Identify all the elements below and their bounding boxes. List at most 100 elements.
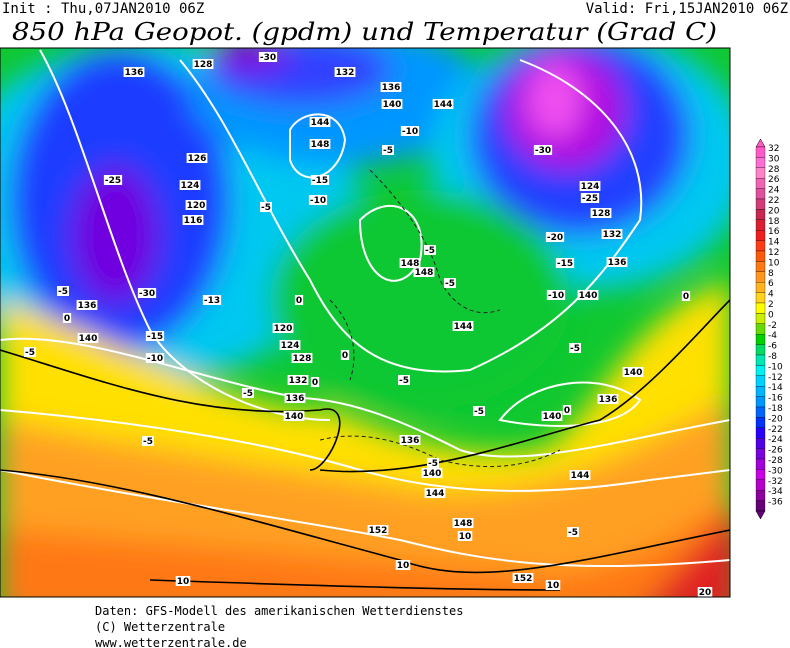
map: 136 128 -30 132 136 140 144 144 148 -10 -5 -15 -10 -3… bbox=[0, 48, 730, 597]
legend-swatch bbox=[755, 302, 766, 314]
label-bg bbox=[382, 145, 394, 155]
contour-label: -15 bbox=[557, 259, 573, 269]
label-bg bbox=[284, 393, 306, 403]
footer-line: www.wetterzentrale.de bbox=[95, 636, 247, 648]
legend-label: 28 bbox=[768, 165, 780, 175]
label-bg bbox=[182, 215, 204, 225]
label-bg bbox=[310, 175, 330, 185]
contour-label: 140 bbox=[383, 100, 402, 110]
contour-label: 148 bbox=[311, 140, 330, 150]
valid-time: Valid: Fri,15JAN2010 06Z bbox=[586, 1, 788, 17]
contour-label: 140 bbox=[285, 412, 304, 422]
contour-label: 140 bbox=[79, 334, 98, 344]
contour-label: 120 bbox=[274, 324, 293, 334]
legend-label: -20 bbox=[768, 414, 783, 424]
coastlines bbox=[319, 169, 561, 468]
label-bg bbox=[123, 67, 145, 77]
label-bg bbox=[62, 313, 72, 323]
label-bg bbox=[452, 518, 474, 528]
label-bg bbox=[381, 99, 403, 109]
legend-arrow bbox=[755, 510, 766, 520]
label-bg bbox=[24, 347, 36, 357]
contour-label: -30 bbox=[139, 289, 155, 299]
contour-labels: 136 128 -30 132 136 140 144 144 148 -10 -5 -15 -10 -3… bbox=[24, 52, 713, 597]
legend-swatch bbox=[755, 396, 766, 408]
legend-swatch bbox=[755, 230, 766, 241]
contour-label: 10 bbox=[397, 561, 410, 571]
label-bg bbox=[340, 350, 350, 360]
label-bg bbox=[310, 377, 320, 387]
label-bg bbox=[137, 288, 157, 298]
contour-label: -15 bbox=[312, 176, 328, 186]
label-bg bbox=[545, 232, 565, 242]
legend-swatch bbox=[755, 178, 766, 189]
legend-swatch bbox=[755, 427, 766, 439]
legend-swatch bbox=[755, 334, 766, 345]
label-bg bbox=[541, 411, 563, 421]
legend-label: -26 bbox=[768, 446, 783, 456]
legend-label: 14 bbox=[768, 238, 780, 248]
label-bg bbox=[57, 286, 69, 296]
contour-label: 128 bbox=[194, 60, 213, 70]
contour-label: -5 bbox=[243, 389, 253, 399]
label-bg bbox=[399, 435, 421, 445]
legend-label: 32 bbox=[768, 144, 779, 154]
label-bg bbox=[242, 388, 254, 398]
contour-label: -10 bbox=[147, 354, 163, 364]
legend-swatch bbox=[755, 146, 766, 158]
legend-swatch bbox=[755, 365, 766, 376]
contour-label: -5 bbox=[474, 407, 484, 417]
legend-swatch bbox=[755, 167, 766, 179]
legend-label: -2 bbox=[768, 321, 777, 331]
legend-label: 6 bbox=[768, 279, 774, 289]
label-bg bbox=[533, 145, 553, 155]
label-bg bbox=[400, 126, 420, 136]
contour-label: 10 bbox=[177, 577, 190, 587]
contour-label: -20 bbox=[547, 233, 563, 243]
legend-label: 24 bbox=[768, 186, 780, 196]
contour-label: 116 bbox=[184, 216, 203, 226]
label-bg bbox=[432, 99, 454, 109]
contour-label: 0 bbox=[64, 314, 70, 324]
label-bg bbox=[380, 82, 402, 92]
label-bg bbox=[444, 278, 456, 288]
contour-label: 0 bbox=[296, 296, 302, 306]
legend-label: -32 bbox=[768, 477, 783, 487]
legend-label: -6 bbox=[768, 342, 777, 352]
legend-swatch bbox=[755, 406, 766, 418]
label-bg bbox=[279, 340, 301, 350]
legend-label: -12 bbox=[768, 373, 783, 383]
contour-label: 10 bbox=[547, 581, 560, 591]
label-bg bbox=[606, 257, 628, 267]
legend-label: -22 bbox=[768, 425, 783, 435]
legend-label: 16 bbox=[768, 227, 780, 237]
legend-label: 0 bbox=[768, 310, 774, 320]
contour-label: -30 bbox=[535, 146, 551, 156]
legend-swatch bbox=[755, 271, 766, 283]
contour-label: -10 bbox=[548, 291, 564, 301]
contour-label: -5 bbox=[399, 376, 409, 386]
contour-label: 0 bbox=[683, 292, 689, 302]
label-bg bbox=[76, 300, 98, 310]
legend-label: 8 bbox=[768, 269, 774, 279]
legend-label: 18 bbox=[768, 217, 780, 227]
legend-swatch bbox=[755, 500, 766, 512]
contour-label: 152 bbox=[514, 574, 533, 584]
legend-swatch bbox=[755, 292, 766, 304]
label-bg bbox=[309, 117, 331, 127]
legend-label: -16 bbox=[768, 394, 783, 404]
contour-label: 136 bbox=[382, 83, 401, 93]
contour-label: 132 bbox=[289, 376, 308, 386]
legend-swatch bbox=[755, 313, 766, 324]
legend-swatch bbox=[755, 417, 766, 428]
legend-label: 10 bbox=[768, 258, 780, 268]
contour-label: 140 bbox=[543, 412, 562, 422]
legend-swatch bbox=[755, 448, 766, 460]
legend-arrow bbox=[755, 138, 766, 148]
map-frame bbox=[0, 47, 731, 598]
label-bg bbox=[395, 560, 411, 570]
label-bg bbox=[421, 468, 443, 478]
contour-label: 128 bbox=[293, 354, 312, 364]
label-bg bbox=[202, 295, 222, 305]
legend-swatch bbox=[755, 188, 766, 200]
